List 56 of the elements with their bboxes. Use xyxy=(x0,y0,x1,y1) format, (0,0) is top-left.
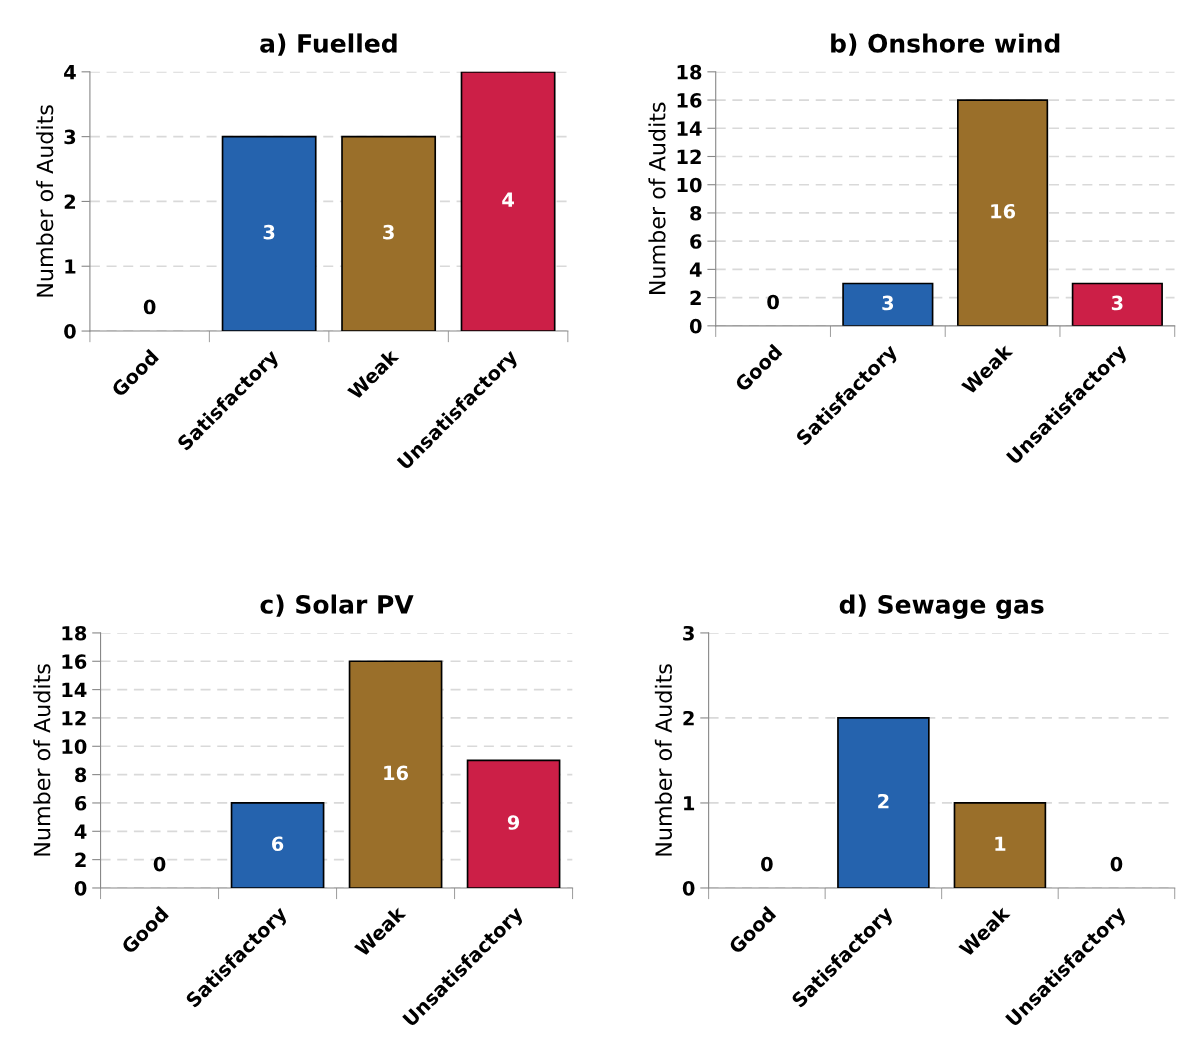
data-label: 16 xyxy=(384,765,409,781)
y-tick-label: 6 xyxy=(690,234,702,249)
y-tick-label: 0 xyxy=(689,318,702,334)
y-tick-label: 1 xyxy=(684,796,695,811)
y-tick-label: 2 xyxy=(690,290,701,305)
y-tick-label: 4 xyxy=(74,824,87,839)
y-tick-label: 0 xyxy=(74,880,87,896)
chart-title: a) Fuelled xyxy=(260,33,397,56)
y-tick-label: 18 xyxy=(62,625,87,641)
data-label: 2 xyxy=(878,793,889,809)
data-label: 3 xyxy=(1111,295,1123,311)
y-tick-label: 18 xyxy=(677,64,702,80)
bar xyxy=(348,660,443,888)
data-label: 3 xyxy=(383,224,394,240)
y-tick-label: 12 xyxy=(62,710,86,726)
y-tick-label: 8 xyxy=(690,205,702,221)
data-label: 0 xyxy=(153,856,166,872)
y-tick-label: 12 xyxy=(677,149,701,164)
data-label: 6 xyxy=(272,836,284,852)
y-tick-label: 6 xyxy=(75,795,87,811)
data-label: 0 xyxy=(767,294,779,310)
y-tick-label: 2 xyxy=(75,852,86,868)
data-label: 0 xyxy=(761,856,773,872)
y-tick-label: 10 xyxy=(62,739,87,754)
y-tick-label: 14 xyxy=(677,121,702,136)
data-label: 4 xyxy=(502,192,514,207)
bar xyxy=(230,802,325,888)
y-tick-label: 2 xyxy=(683,710,694,726)
y-tick-label: 10 xyxy=(677,177,702,193)
data-label: 16 xyxy=(991,203,1016,219)
chart-title: c) Solar PV xyxy=(260,594,414,617)
y-axis-title: Number of Audits xyxy=(648,102,666,294)
y-tick-label: 3 xyxy=(64,129,76,145)
data-label: 0 xyxy=(143,299,156,315)
y-tick-label: 8 xyxy=(75,767,87,783)
y-tick-label: 0 xyxy=(64,323,76,339)
y-tick-label: 3 xyxy=(683,625,694,641)
data-label: 1 xyxy=(995,836,1006,851)
bar xyxy=(466,759,561,888)
y-tick-label: 14 xyxy=(62,682,87,697)
data-label: 3 xyxy=(263,224,275,240)
y-tick-label: 2 xyxy=(64,194,76,209)
y-tick-label: 1 xyxy=(65,259,76,274)
y-tick-label: 4 xyxy=(689,262,702,277)
chart-title: d) Sewage gas xyxy=(839,594,1044,619)
y-axis-title: Number of Audits xyxy=(654,664,673,856)
y-tick-label: 4 xyxy=(64,65,76,80)
data-label: 0 xyxy=(1110,856,1123,872)
data-label: 9 xyxy=(507,815,520,830)
y-tick-label: 16 xyxy=(62,654,87,669)
chart-title: b) Onshore wind xyxy=(831,33,1060,56)
y-tick-label: 0 xyxy=(682,880,695,896)
data-label: 3 xyxy=(882,295,894,311)
y-tick-label: 16 xyxy=(677,93,702,108)
y-axis-title: Number of Audits xyxy=(36,105,54,297)
y-axis-title: Number of Audits xyxy=(33,664,51,856)
